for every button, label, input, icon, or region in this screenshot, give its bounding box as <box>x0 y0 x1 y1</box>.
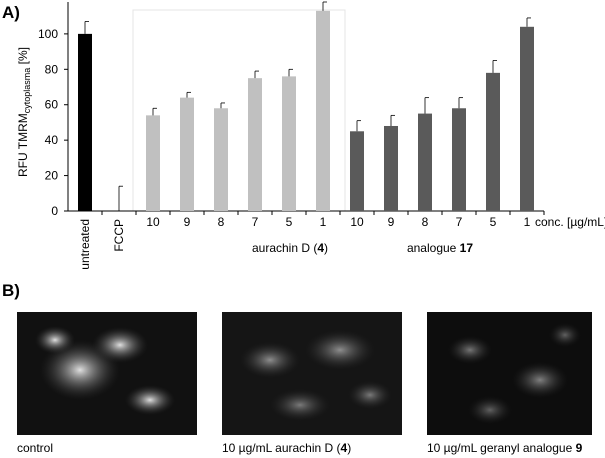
x-tick-label: 9 <box>184 215 191 229</box>
y-tick-label: 20 <box>45 169 59 183</box>
bar <box>486 72 500 211</box>
y-tick-label: 80 <box>45 62 59 76</box>
panel-label: A) <box>2 3 20 22</box>
x-tick-label: 1 <box>320 215 327 229</box>
y-axis-label: RFU TMRMcytoplasma [%] <box>16 47 32 177</box>
panel-label: B) <box>2 281 20 300</box>
x-tick-label: FCCP <box>112 219 126 252</box>
bar <box>146 115 160 211</box>
x-unit-label: conc. [µg/mL] <box>535 215 605 229</box>
x-tick-label: 8 <box>422 215 429 229</box>
bar <box>78 33 92 212</box>
bar <box>282 76 296 211</box>
x-tick-label: 8 <box>218 215 225 229</box>
group-box <box>132 9 346 212</box>
x-tick-label: 5 <box>286 215 293 229</box>
y-tick-label: 100 <box>38 27 58 41</box>
micrograph <box>427 312 592 435</box>
bar <box>452 108 466 211</box>
bar <box>316 10 330 212</box>
group-label: analogue 17 <box>407 241 473 255</box>
bar <box>248 78 262 212</box>
bar <box>214 108 228 211</box>
image-caption: 10 µg/mL aurachin D (4) <box>222 441 351 455</box>
x-tick-label: 10 <box>350 215 364 229</box>
image-caption: control <box>17 441 53 455</box>
y-tick-label: 60 <box>45 98 59 112</box>
x-tick-label: 5 <box>490 215 497 229</box>
x-tick-label: 7 <box>456 215 463 229</box>
micrograph <box>17 312 197 435</box>
bar <box>520 26 534 211</box>
x-tick-label: 1 <box>524 215 531 229</box>
bar <box>418 113 432 211</box>
bar <box>180 97 194 211</box>
y-tick-label: 0 <box>51 204 58 218</box>
image-caption: 10 µg/mL geranyl analogue 9 <box>427 441 583 455</box>
x-tick-label: 9 <box>388 215 395 229</box>
x-tick-label: untreated <box>78 219 92 270</box>
micrograph <box>222 312 402 435</box>
x-tick-label: 7 <box>252 215 259 229</box>
bar <box>384 125 398 211</box>
y-tick-label: 40 <box>45 133 59 147</box>
x-tick-label: 10 <box>146 215 160 229</box>
bar <box>350 131 364 211</box>
group-label: aurachin D (4) <box>252 241 328 255</box>
